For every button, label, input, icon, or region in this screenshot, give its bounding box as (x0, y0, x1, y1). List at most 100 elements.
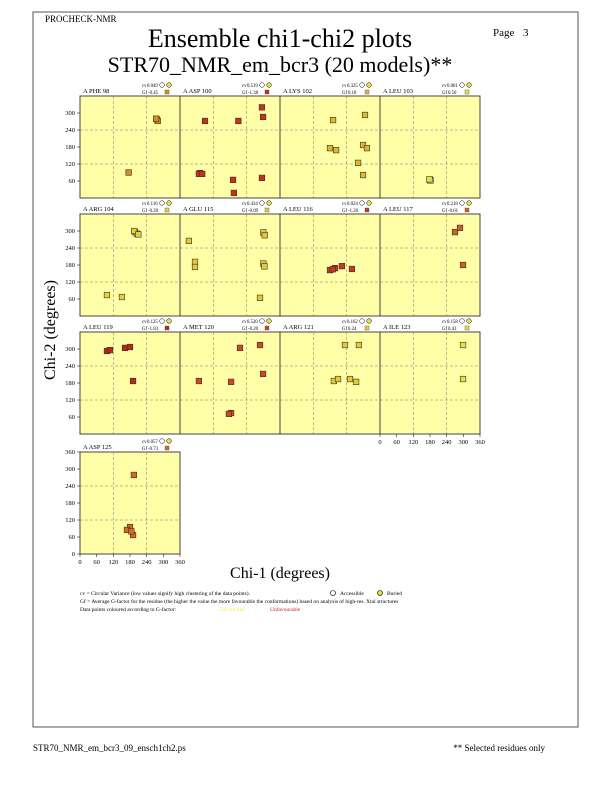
data-point (153, 115, 160, 122)
accessibility-icon (259, 200, 265, 206)
gf-value: -0.61 (448, 209, 459, 214)
gf-value: -0.20 (248, 327, 259, 332)
accessibility-icon (159, 438, 165, 444)
residue-label: A ILE 123 (383, 324, 410, 331)
data-point (106, 347, 114, 354)
data-point (261, 232, 268, 239)
accessibility-icon (359, 82, 365, 88)
data-point (126, 343, 134, 351)
gf-swatch (264, 325, 270, 331)
footer-file: STR70_NMR_em_bcr3_09_ensch1ch2.ps (33, 743, 186, 753)
cv-label: cv (142, 84, 147, 89)
gf-value: 0.50 (448, 91, 457, 96)
data-point (354, 159, 362, 166)
key: cv = Circular Variance (low values signi… (80, 590, 402, 613)
gf-label: Gf (242, 91, 247, 96)
data-point (359, 171, 367, 179)
gf-label: Gf (342, 91, 347, 96)
y-tick-label: 300 (65, 346, 75, 353)
footer-note: ** Selected residues only (453, 743, 545, 753)
panel-background (79, 213, 181, 317)
data-point (130, 471, 137, 479)
residue-label: A ARG 104 (83, 206, 114, 213)
accessibility-icon (366, 200, 372, 206)
key-cv: cv = Circular Variance (low values signi… (80, 590, 251, 597)
data-point (199, 170, 206, 178)
accessibility-icon (266, 82, 272, 88)
data-point (338, 263, 346, 270)
y-tick-label: 240 (65, 363, 75, 370)
accessibility-icon (166, 200, 172, 206)
cv-value: 0.116 (147, 202, 158, 207)
data-point (346, 375, 354, 383)
cv-label: cv (442, 320, 447, 325)
cv-label: cv (442, 202, 447, 207)
data-point (191, 258, 199, 265)
gf-value: 0.18 (348, 91, 357, 96)
gf-label: Gf (442, 209, 447, 214)
cv-value: 0.520 (247, 320, 258, 325)
data-point (329, 266, 336, 273)
gf-value: -0.73 (148, 447, 159, 452)
data-point (459, 341, 467, 349)
gf-label: Gf (242, 209, 247, 214)
gf-swatch (464, 89, 470, 95)
y-tick-label: 60 (69, 534, 76, 541)
y-tick-label: 0 (72, 551, 75, 558)
gf-label: Gf (342, 327, 347, 332)
gf-swatch (464, 325, 470, 331)
data-point (229, 176, 237, 183)
data-point (459, 375, 467, 383)
residue-label: A ASP 125 (83, 444, 112, 451)
x-tick-label: 360 (475, 439, 485, 446)
cv-label: cv (142, 202, 147, 207)
gf-label: Gf (142, 91, 147, 96)
data-point (459, 261, 467, 269)
x-tick-label: 0 (78, 559, 81, 566)
cv-label: cv (342, 84, 347, 89)
residue-label: A LEU 119 (83, 324, 113, 331)
y-tick-label: 120 (65, 517, 75, 524)
y-tick-label: 60 (69, 178, 76, 185)
gf-value: 0.43 (448, 327, 457, 332)
data-point (195, 377, 202, 385)
gf-value: -1.83 (148, 327, 159, 332)
cv-label: cv (442, 84, 447, 89)
data-point (456, 224, 464, 231)
data-point (131, 227, 138, 235)
panel-background (79, 451, 181, 555)
gf-swatch (464, 207, 470, 213)
y-tick-label: 60 (69, 296, 76, 303)
key-accessible: Accessible (340, 591, 364, 597)
page-label: Page (493, 27, 515, 39)
accessibility-icon (466, 82, 472, 88)
x-tick-label: 60 (93, 559, 100, 566)
cv-value: 0.218 (447, 202, 458, 207)
data-point (201, 117, 209, 125)
gf-swatch (364, 207, 370, 213)
data-point (341, 341, 349, 349)
cv-label: cv (242, 84, 247, 89)
x-tick-label: 180 (425, 439, 435, 446)
data-point (353, 378, 360, 385)
x-tick-label: 120 (408, 439, 418, 446)
gf-label: Gf (142, 209, 147, 214)
key-buried: Buried (387, 591, 402, 597)
x-tick-label: 300 (458, 439, 468, 446)
y-tick-label: 180 (65, 500, 75, 507)
residue-label: A ASP 100 (183, 88, 212, 95)
residue-label: A GLU 115 (183, 206, 213, 213)
panel-background (79, 95, 181, 199)
x-tick-label: 240 (442, 439, 452, 446)
accessibility-icon (466, 200, 472, 206)
x-tick-label: 300 (158, 559, 168, 566)
residue-label: A LEU 117 (383, 206, 413, 213)
y-tick-label: 180 (65, 262, 75, 269)
gf-value: -1.38 (248, 91, 259, 96)
